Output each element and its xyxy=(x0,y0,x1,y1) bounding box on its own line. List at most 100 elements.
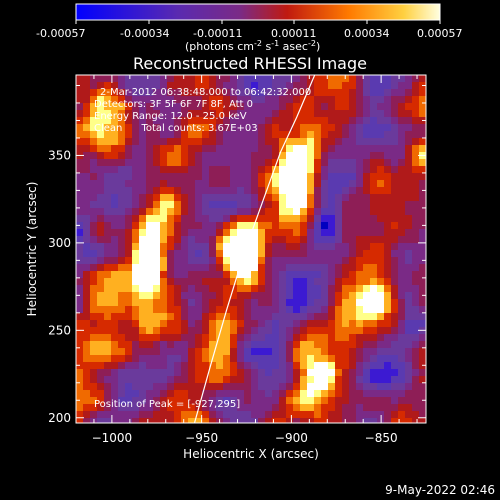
heatmap-cell xyxy=(125,250,133,258)
heatmap-cell xyxy=(377,348,385,356)
heatmap-cell xyxy=(384,348,392,356)
heatmap-cell xyxy=(230,152,238,160)
heatmap-cell xyxy=(391,397,399,405)
heatmap-cell xyxy=(132,215,140,223)
heatmap-cell xyxy=(272,208,280,216)
heatmap-cell xyxy=(237,285,245,293)
heatmap-cell xyxy=(223,159,231,167)
heatmap-cell xyxy=(146,82,154,90)
heatmap-cell xyxy=(209,271,217,279)
heatmap-cell xyxy=(97,82,105,90)
heatmap-cell xyxy=(328,236,336,244)
heatmap-cell xyxy=(384,411,392,419)
heatmap-cell xyxy=(160,397,168,405)
heatmap-cell xyxy=(384,250,392,258)
heatmap-cell xyxy=(223,390,231,398)
heatmap-cell xyxy=(202,187,210,195)
heatmap-cell xyxy=(279,376,287,384)
heatmap-cell xyxy=(377,278,385,286)
heatmap-cell xyxy=(188,362,196,370)
heatmap-cell xyxy=(223,411,231,419)
heatmap-cell xyxy=(405,418,413,423)
heatmap-cell xyxy=(83,313,91,321)
heatmap-cell xyxy=(314,89,322,97)
heatmap-cell xyxy=(251,124,259,132)
heatmap-cell xyxy=(237,180,245,188)
heatmap-cell xyxy=(370,383,378,391)
heatmap-cell xyxy=(370,334,378,342)
heatmap-cell xyxy=(265,334,273,342)
heatmap-cell xyxy=(90,201,98,209)
heatmap-cell xyxy=(160,334,168,342)
heatmap-cell xyxy=(195,313,203,321)
heatmap-cell xyxy=(328,257,336,265)
heatmap-cell xyxy=(118,306,126,314)
heatmap-cell xyxy=(384,75,392,83)
heatmap-cell xyxy=(209,166,217,174)
heatmap-cell xyxy=(342,306,350,314)
heatmap-cell xyxy=(307,264,315,272)
heatmap-cell xyxy=(300,390,308,398)
heatmap-cell xyxy=(307,271,315,279)
heatmap-cell xyxy=(265,229,273,237)
heatmap-cell xyxy=(76,418,84,423)
heatmap-cell xyxy=(412,250,420,258)
heatmap-cell xyxy=(384,285,392,293)
heatmap-cell xyxy=(174,222,182,230)
heatmap-cell xyxy=(104,369,112,377)
heatmap-cell xyxy=(216,271,224,279)
heatmap-cell xyxy=(188,271,196,279)
heatmap-cell xyxy=(342,215,350,223)
heatmap-cell xyxy=(230,131,238,139)
heatmap-cell xyxy=(181,404,189,412)
heatmap-cell xyxy=(209,236,217,244)
heatmap-cell xyxy=(139,138,147,146)
heatmap-cell xyxy=(272,75,280,83)
heatmap-cell xyxy=(356,117,364,125)
heatmap-cell xyxy=(300,229,308,237)
heatmap-cell xyxy=(209,418,217,423)
heatmap-cell xyxy=(195,124,203,132)
heatmap-cell xyxy=(363,404,371,412)
heatmap-cell xyxy=(125,201,133,209)
heatmap-cell xyxy=(272,327,280,335)
heatmap-cell xyxy=(188,390,196,398)
heatmap-cell xyxy=(321,173,329,181)
heatmap-cell xyxy=(363,250,371,258)
heatmap-cell xyxy=(146,243,154,251)
heatmap-cell xyxy=(160,250,168,258)
heatmap-cell xyxy=(167,201,175,209)
heatmap-cell xyxy=(251,257,259,265)
heatmap-cell xyxy=(139,383,147,391)
heatmap-cell xyxy=(244,110,252,118)
heatmap-cell xyxy=(377,313,385,321)
heatmap-cell xyxy=(244,390,252,398)
heatmap-cell xyxy=(83,131,91,139)
heatmap-cell xyxy=(335,362,343,370)
heatmap-cell xyxy=(272,348,280,356)
heatmap-cell xyxy=(111,404,119,412)
heatmap-cell xyxy=(300,292,308,300)
heatmap-cell xyxy=(132,369,140,377)
heatmap-cell xyxy=(118,103,126,111)
heatmap-cell xyxy=(286,320,294,328)
heatmap-cell xyxy=(146,124,154,132)
heatmap-cell xyxy=(90,271,98,279)
heatmap-cell xyxy=(279,285,287,293)
heatmap-cell xyxy=(237,334,245,342)
footer-date: 9-May-2022 02:46 xyxy=(385,483,495,497)
heatmap-cell xyxy=(125,390,133,398)
heatmap-cell xyxy=(97,194,105,202)
heatmap-cell xyxy=(279,250,287,258)
heatmap-cell xyxy=(104,334,112,342)
heatmap-cell xyxy=(146,411,154,419)
heatmap-cell xyxy=(209,397,217,405)
heatmap-cell xyxy=(244,313,252,321)
heatmap-cell xyxy=(279,236,287,244)
heatmap-cell xyxy=(195,383,203,391)
heatmap-cell xyxy=(328,306,336,314)
heatmap-cell xyxy=(118,334,126,342)
heatmap-cell xyxy=(111,96,119,104)
heatmap-cell xyxy=(216,222,224,230)
heatmap-cell xyxy=(419,229,426,237)
